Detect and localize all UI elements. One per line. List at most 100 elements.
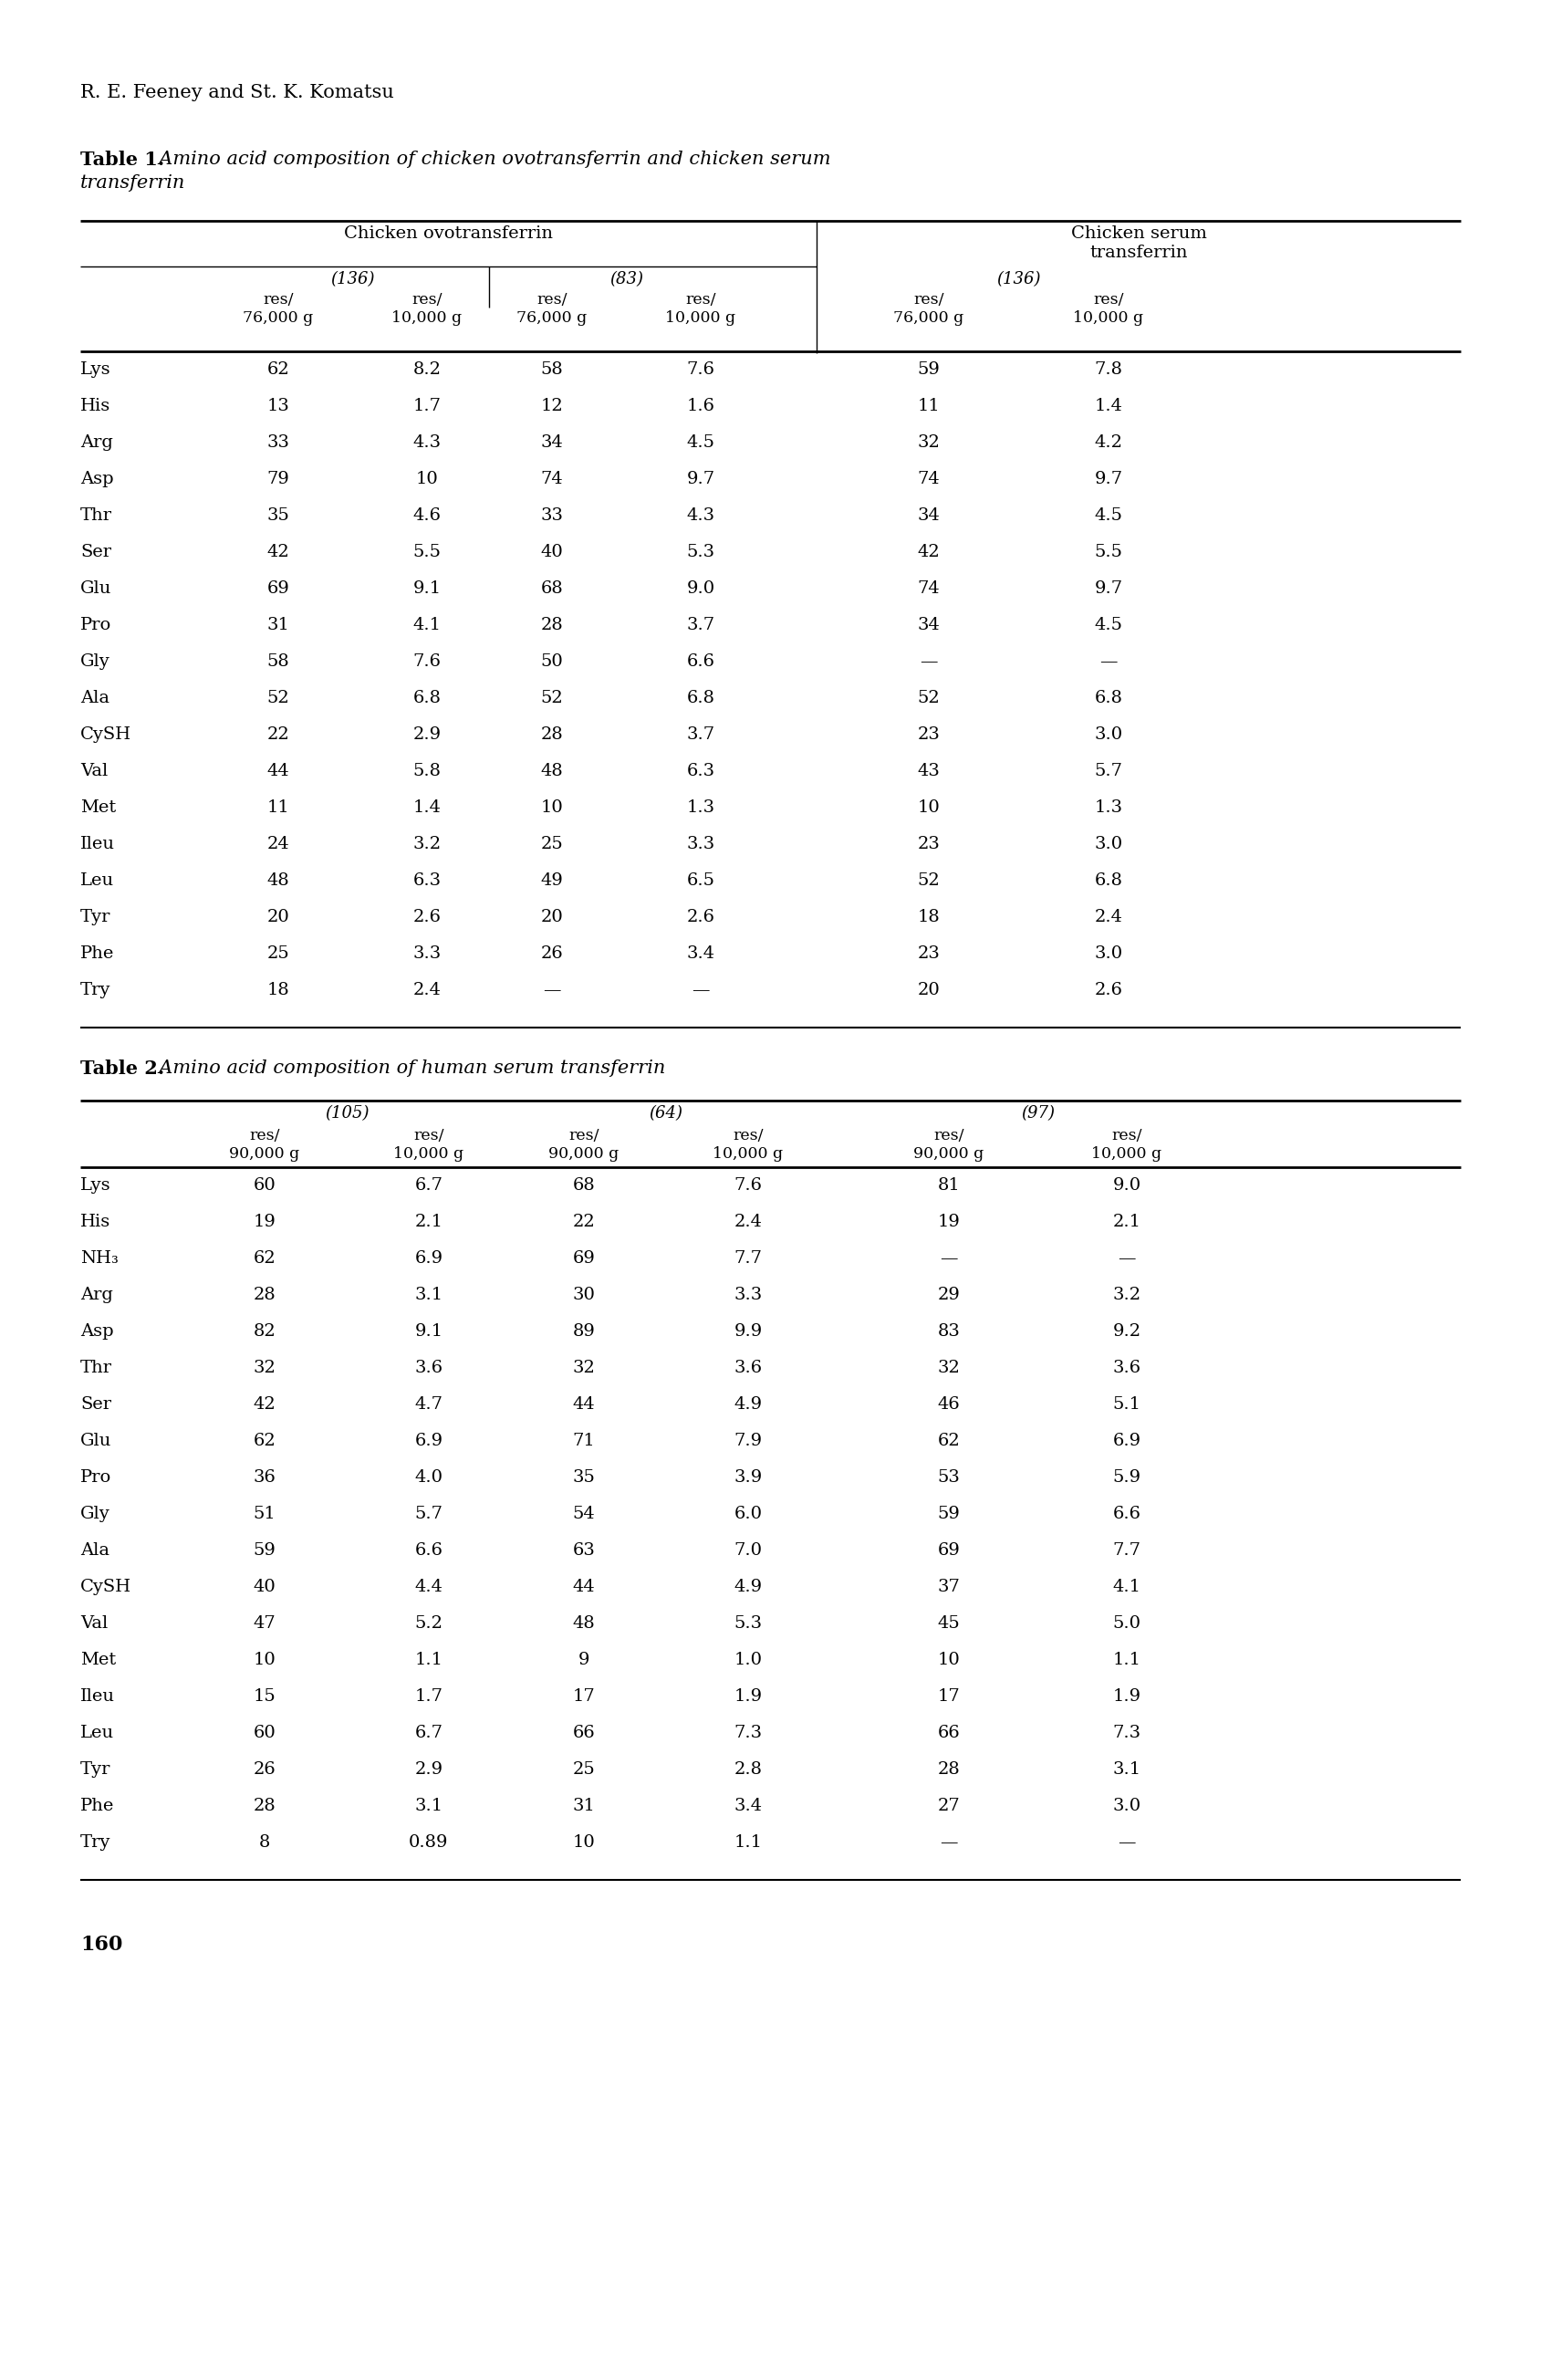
Text: (136): (136)	[330, 271, 374, 288]
Text: 5.0: 5.0	[1113, 1616, 1140, 1633]
Text: 2.6: 2.6	[687, 909, 715, 926]
Text: 1.3: 1.3	[686, 800, 715, 816]
Text: 3.2: 3.2	[1113, 1288, 1140, 1304]
Text: 76,000 g: 76,000 g	[243, 309, 313, 326]
Text: 4.1: 4.1	[413, 616, 441, 633]
Text: 10,000 g: 10,000 g	[1074, 309, 1143, 326]
Text: 69: 69	[937, 1542, 960, 1559]
Text: 4.5: 4.5	[1094, 507, 1123, 524]
Text: 10,000 g: 10,000 g	[391, 309, 462, 326]
Text: 60: 60	[253, 1178, 276, 1195]
Text: Thr: Thr	[80, 1359, 112, 1376]
Text: 10: 10	[937, 1652, 960, 1668]
Text: 74: 74	[541, 471, 564, 488]
Text: 3.6: 3.6	[415, 1359, 442, 1376]
Text: 62: 62	[253, 1433, 276, 1449]
Text: CySH: CySH	[80, 726, 131, 743]
Text: 9.1: 9.1	[415, 1323, 442, 1340]
Text: Ser: Ser	[80, 545, 111, 559]
Text: 4.4: 4.4	[415, 1578, 442, 1595]
Text: —: —	[1100, 654, 1117, 669]
Text: 7.7: 7.7	[734, 1250, 763, 1266]
Text: 28: 28	[937, 1761, 960, 1778]
Text: 28: 28	[541, 616, 564, 633]
Text: 5.7: 5.7	[1094, 764, 1123, 778]
Text: 1.7: 1.7	[413, 397, 441, 414]
Text: 5.5: 5.5	[413, 545, 441, 559]
Text: 44: 44	[267, 764, 290, 778]
Text: 3.6: 3.6	[1113, 1359, 1140, 1376]
Text: 1.4: 1.4	[413, 800, 441, 816]
Text: 20: 20	[541, 909, 564, 926]
Text: 25: 25	[541, 835, 564, 852]
Text: 6.9: 6.9	[415, 1433, 442, 1449]
Text: 34: 34	[917, 616, 940, 633]
Text: Glu: Glu	[80, 581, 111, 597]
Text: 3.9: 3.9	[734, 1468, 763, 1485]
Text: Table 1.: Table 1.	[80, 150, 165, 169]
Text: 3.0: 3.0	[1094, 726, 1123, 743]
Text: (136): (136)	[997, 271, 1040, 288]
Text: 3.1: 3.1	[415, 1288, 442, 1304]
Text: 4.6: 4.6	[413, 507, 441, 524]
Text: 1.9: 1.9	[1113, 1687, 1140, 1704]
Text: 2.6: 2.6	[413, 909, 441, 926]
Text: 18: 18	[267, 983, 290, 997]
Text: Arg: Arg	[80, 1288, 112, 1304]
Text: 9.9: 9.9	[734, 1323, 763, 1340]
Text: 5.3: 5.3	[686, 545, 715, 559]
Text: 28: 28	[541, 726, 564, 743]
Text: 44: 44	[573, 1397, 595, 1414]
Text: 4.2: 4.2	[1094, 436, 1123, 450]
Text: 18: 18	[917, 909, 940, 926]
Text: (97): (97)	[1022, 1104, 1054, 1121]
Text: 2.4: 2.4	[1094, 909, 1123, 926]
Text: 4.5: 4.5	[1094, 616, 1123, 633]
Text: 4.5: 4.5	[687, 436, 715, 450]
Text: 34: 34	[917, 507, 940, 524]
Text: 2.8: 2.8	[734, 1761, 763, 1778]
Text: 6.9: 6.9	[1113, 1433, 1140, 1449]
Text: res/: res/	[536, 293, 567, 307]
Text: CySH: CySH	[80, 1578, 131, 1595]
Text: Ala: Ala	[80, 690, 109, 707]
Text: Leu: Leu	[80, 873, 114, 888]
Text: 4.0: 4.0	[415, 1468, 442, 1485]
Text: 1.0: 1.0	[734, 1652, 763, 1668]
Text: 6.6: 6.6	[687, 654, 715, 669]
Text: 3.7: 3.7	[686, 726, 715, 743]
Text: 90,000 g: 90,000 g	[549, 1147, 619, 1161]
Text: 1.1: 1.1	[734, 1835, 763, 1852]
Text: 7.6: 7.6	[413, 654, 441, 669]
Text: Phe: Phe	[80, 1797, 114, 1814]
Text: Chicken serum
transferrin: Chicken serum transferrin	[1071, 226, 1207, 262]
Text: 52: 52	[917, 873, 940, 888]
Text: 4.9: 4.9	[734, 1578, 763, 1595]
Text: 6.7: 6.7	[415, 1178, 442, 1195]
Text: res/: res/	[413, 1128, 444, 1142]
Text: Table 2.: Table 2.	[80, 1059, 165, 1078]
Text: 6.6: 6.6	[415, 1542, 442, 1559]
Text: transferrin: transferrin	[80, 174, 185, 193]
Text: 68: 68	[573, 1178, 595, 1195]
Text: 7.6: 7.6	[687, 362, 715, 378]
Text: res/: res/	[914, 293, 945, 307]
Text: 7.7: 7.7	[1113, 1542, 1140, 1559]
Text: 6.3: 6.3	[413, 873, 441, 888]
Text: 2.6: 2.6	[1094, 983, 1123, 997]
Text: 1.6: 1.6	[687, 397, 715, 414]
Text: 32: 32	[253, 1359, 276, 1376]
Text: 31: 31	[267, 616, 290, 633]
Text: 10: 10	[416, 471, 438, 488]
Text: 31: 31	[573, 1797, 595, 1814]
Text: —: —	[940, 1250, 959, 1266]
Text: 40: 40	[541, 545, 564, 559]
Text: 3.2: 3.2	[413, 835, 441, 852]
Text: 42: 42	[917, 545, 940, 559]
Text: 1.1: 1.1	[415, 1652, 442, 1668]
Text: 2.9: 2.9	[415, 1761, 442, 1778]
Text: 59: 59	[253, 1542, 276, 1559]
Text: (105): (105)	[325, 1104, 368, 1121]
Text: 79: 79	[267, 471, 290, 488]
Text: 63: 63	[573, 1542, 595, 1559]
